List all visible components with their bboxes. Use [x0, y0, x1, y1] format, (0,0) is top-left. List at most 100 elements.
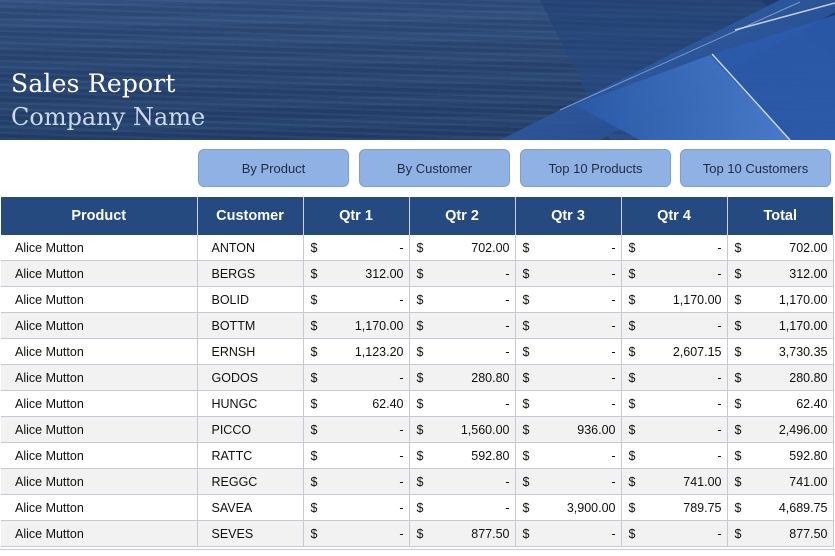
cell-q1[interactable]: $312.00	[303, 260, 410, 287]
cell-total[interactable]: $1,170.00	[727, 312, 834, 339]
cell-q3[interactable]: $ -	[515, 364, 622, 391]
cell-q4[interactable]: $ -	[621, 235, 728, 261]
cell-customer[interactable]: SAVEA	[197, 494, 304, 521]
cell-q3[interactable]: $ -	[515, 390, 622, 417]
cell-q2[interactable]: $ -	[409, 494, 516, 521]
cell-product[interactable]: Alice Mutton	[1, 520, 198, 547]
currency-value: $ -	[304, 527, 409, 541]
top-10-products-button[interactable]: Top 10 Products	[520, 149, 671, 187]
cell-q1[interactable]: $1,170.00	[303, 312, 410, 339]
cell-q2[interactable]: $280.80	[409, 364, 516, 391]
cell-q4[interactable]: $ -	[621, 416, 728, 443]
by-customer-button[interactable]: By Customer	[359, 149, 510, 187]
cell-q4[interactable]: $789.75	[621, 494, 728, 521]
cell-q2[interactable]: $592.80	[409, 442, 516, 469]
cell-product[interactable]: Alice Mutton	[1, 260, 198, 287]
cell-q4[interactable]: $ -	[621, 260, 728, 287]
cell-q3[interactable]: $ -	[515, 442, 622, 469]
cell-q3[interactable]: $ -	[515, 286, 622, 313]
cell-q1[interactable]: $ -	[303, 286, 410, 313]
cell-product[interactable]: Alice Mutton	[1, 442, 198, 469]
cell-customer[interactable]: ERNSH	[197, 338, 304, 365]
cell-customer[interactable]: BOTTM	[197, 312, 304, 339]
cell-product[interactable]: Alice Mutton	[1, 235, 198, 261]
cell-customer[interactable]: GODOS	[197, 364, 304, 391]
cell-total[interactable]: $702.00	[727, 235, 834, 261]
column-header-qtr-3[interactable]: Qtr 3	[515, 197, 622, 235]
cell-customer[interactable]: REGGC	[197, 468, 304, 495]
cell-q3[interactable]: $ -	[515, 520, 622, 547]
column-header-qtr-2[interactable]: Qtr 2	[409, 197, 516, 235]
cell-total[interactable]: $4,689.75	[727, 494, 834, 521]
cell-customer[interactable]: BERGS	[197, 260, 304, 287]
cell-total[interactable]: $741.00	[727, 468, 834, 495]
cell-q3[interactable]: $ -	[515, 235, 622, 261]
cell-q1[interactable]: $ -	[303, 494, 410, 521]
cell-q3[interactable]: $936.00	[515, 416, 622, 443]
cell-q2[interactable]: $ -	[409, 260, 516, 287]
cell-q1[interactable]: $ -	[303, 235, 410, 261]
cell-q4[interactable]: $741.00	[621, 468, 728, 495]
cell-total[interactable]: $2,496.00	[727, 416, 834, 443]
cell-product[interactable]: Alice Mutton	[1, 390, 198, 417]
cell-total[interactable]: $3,730.35	[727, 338, 834, 365]
cell-q4[interactable]: $ -	[621, 312, 728, 339]
cell-q2[interactable]: $702.00	[409, 235, 516, 261]
cell-product[interactable]: Alice Mutton	[1, 494, 198, 521]
cell-customer[interactable]: ANTON	[197, 235, 304, 261]
column-header-total[interactable]: Total	[727, 197, 833, 235]
by-product-button[interactable]: By Product	[198, 149, 349, 187]
cell-customer[interactable]: HUNGC	[197, 390, 304, 417]
cell-q2[interactable]: $ -	[409, 286, 516, 313]
cell-q3[interactable]: $ -	[515, 260, 622, 287]
cell-q2[interactable]: $ -	[409, 390, 516, 417]
cell-q3[interactable]: $3,900.00	[515, 494, 622, 521]
cell-total[interactable]: $877.50	[727, 520, 834, 547]
cell-q2[interactable]: $ -	[409, 312, 516, 339]
currency-symbol: $	[522, 266, 530, 281]
cell-q1[interactable]: $ -	[303, 416, 410, 443]
cell-q1[interactable]: $1,123.20	[303, 338, 410, 365]
cell-q3[interactable]: $ -	[515, 338, 622, 365]
cell-customer[interactable]: PICCO	[197, 416, 304, 443]
cell-customer[interactable]: SEVES	[197, 520, 304, 547]
cell-q2[interactable]: $ -	[409, 338, 516, 365]
cell-total[interactable]: $62.40	[727, 390, 834, 417]
cell-product[interactable]: Alice Mutton	[1, 312, 198, 339]
cell-product[interactable]: Alice Mutton	[1, 338, 198, 365]
column-header-customer[interactable]: Customer	[197, 197, 304, 235]
cell-q4[interactable]: $2,607.15	[621, 338, 728, 365]
table-row: Alice Mutton SEVES $ - $877.50 $ - $ - $877.50	[1, 520, 834, 547]
cell-q2[interactable]: $1,560.00	[409, 416, 516, 443]
cell-q4[interactable]: $ -	[621, 442, 728, 469]
cell-q4[interactable]: $ -	[621, 520, 728, 547]
currency-value: $ -	[304, 293, 409, 307]
column-header-qtr-4[interactable]: Qtr 4	[621, 197, 728, 235]
cell-q4[interactable]: $ -	[621, 390, 728, 417]
cell-customer[interactable]: BOLID	[197, 286, 304, 313]
cell-q4[interactable]: $ -	[621, 364, 728, 391]
cell-q4[interactable]: $1,170.00	[621, 286, 728, 313]
cell-q1[interactable]: $ -	[303, 442, 410, 469]
cell-q2[interactable]: $ -	[409, 468, 516, 495]
column-header-qtr-1[interactable]: Qtr 1	[303, 197, 410, 235]
cell-q1[interactable]: $ -	[303, 364, 410, 391]
cell-q1[interactable]: $62.40	[303, 390, 410, 417]
cell-total[interactable]: $280.80	[727, 364, 834, 391]
cell-product[interactable]: Alice Mutton	[1, 364, 198, 391]
cell-total[interactable]: $312.00	[727, 260, 834, 287]
cell-total[interactable]: $1,170.00	[727, 286, 834, 313]
currency-value: $ -	[304, 241, 409, 255]
cell-q1[interactable]: $ -	[303, 468, 410, 495]
cell-q3[interactable]: $ -	[515, 468, 622, 495]
cell-q1[interactable]: $ -	[303, 520, 410, 547]
top-10-customers-button[interactable]: Top 10 Customers	[680, 149, 831, 187]
cell-product[interactable]: Alice Mutton	[1, 468, 198, 495]
cell-q3[interactable]: $ -	[515, 312, 622, 339]
cell-product[interactable]: Alice Mutton	[1, 416, 198, 443]
cell-customer[interactable]: RATTC	[197, 442, 304, 469]
column-header-product[interactable]: Product	[1, 197, 198, 235]
cell-product[interactable]: Alice Mutton	[1, 286, 198, 313]
cell-total[interactable]: $592.80	[727, 442, 834, 469]
cell-q2[interactable]: $877.50	[409, 520, 516, 547]
